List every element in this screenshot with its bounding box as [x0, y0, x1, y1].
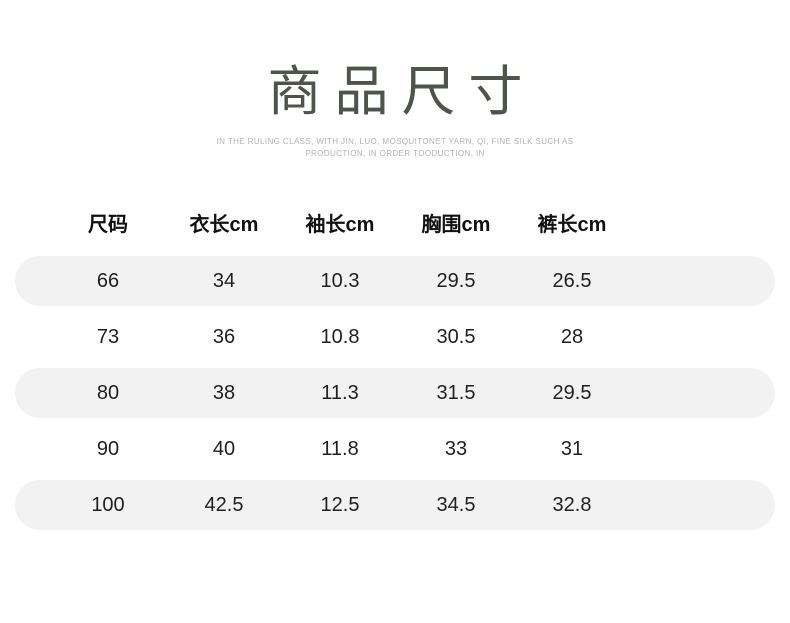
table-cell: 12.5 — [320, 493, 360, 516]
header-sleeve-length: 袖长cm — [305, 213, 375, 236]
table-header-row: 尺码 衣长cm 袖长cm 胸围cm 裤长cm — [15, 197, 775, 247]
table-row: 100 42.5 12.5 34.5 32.8 — [15, 480, 775, 530]
table-cell: 10.8 — [320, 325, 360, 348]
table-cell: 36 — [212, 325, 236, 348]
table-cell: 26.5 — [552, 269, 592, 292]
table-cell: 38 — [212, 381, 236, 404]
table-cell: 32.8 — [552, 493, 592, 516]
table-cell: 66 — [96, 269, 120, 292]
page-subtitle: IN THE RULING CLASS, WITH JIN, LUO, MOSQ… — [0, 136, 790, 160]
header-size: 尺码 — [88, 213, 128, 236]
size-table: 尺码 衣长cm 袖长cm 胸围cm 裤长cm 66 34 10.3 29.5 2… — [15, 197, 775, 536]
table-cell: 31 — [560, 437, 584, 460]
table-cell: 34 — [212, 269, 236, 292]
table-row: 66 34 10.3 29.5 26.5 — [15, 256, 775, 306]
table-cell: 30.5 — [436, 325, 476, 348]
subtitle-line-2: PRODUCTION, IN ORDER TOODUCTION, IN — [305, 149, 485, 158]
table-row: 73 36 10.8 30.5 28 — [15, 312, 775, 362]
subtitle-line-1: IN THE RULING CLASS, WITH JIN, LUO, MOSQ… — [216, 137, 574, 146]
table-cell: 28 — [560, 325, 584, 348]
table-cell: 80 — [96, 381, 120, 404]
table-row: 90 40 11.8 33 31 — [15, 424, 775, 474]
table-cell: 42.5 — [204, 493, 244, 516]
table-cell: 33 — [444, 437, 468, 460]
header-pants-length: 裤长cm — [537, 213, 607, 236]
table-cell: 11.8 — [321, 437, 359, 460]
table-cell: 90 — [96, 437, 120, 460]
table-cell: 31.5 — [436, 381, 476, 404]
header-clothing-length: 衣长cm — [189, 213, 259, 236]
table-cell: 11.3 — [321, 381, 359, 404]
header-chest: 胸围cm — [421, 213, 491, 236]
table-cell: 29.5 — [436, 269, 476, 292]
table-cell: 73 — [96, 325, 120, 348]
table-cell: 10.3 — [320, 269, 360, 292]
table-cell: 100 — [91, 493, 125, 516]
table-cell: 34.5 — [436, 493, 476, 516]
table-row: 80 38 11.3 31.5 29.5 — [15, 368, 775, 418]
table-cell: 29.5 — [552, 381, 592, 404]
table-cell: 40 — [212, 437, 236, 460]
page-title: 商品尺寸 — [267, 62, 536, 122]
